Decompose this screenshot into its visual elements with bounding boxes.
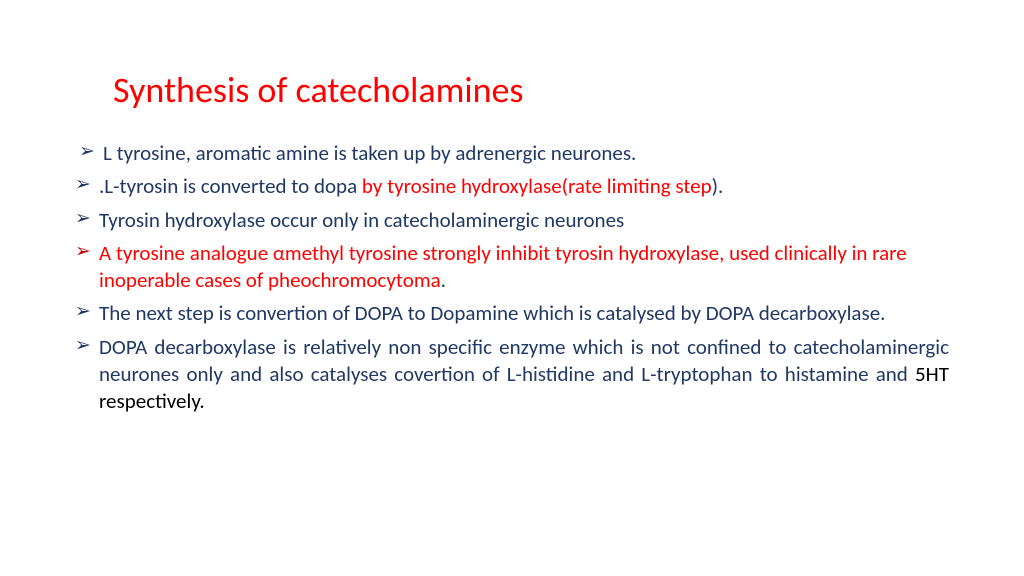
bullet-item: The next step is convertion of DOPA to D… bbox=[75, 300, 949, 327]
bullet-item: .L-tyrosin is converted to dopa by tyros… bbox=[75, 173, 949, 200]
text-run: . bbox=[441, 267, 446, 293]
text-run: .L-tyrosin is converted to dopa bbox=[99, 173, 362, 199]
text-run: by tyrosine hydroxylase(rate limiting st… bbox=[362, 173, 712, 199]
text-run: The next step is convertion of DOPA to D… bbox=[99, 300, 885, 326]
text-run: A tyrosine analogue αmethyl tyrosine str… bbox=[99, 240, 907, 293]
slide-title: Synthesis of catecholamines bbox=[75, 68, 949, 112]
text-run: ). bbox=[712, 173, 724, 199]
text-run: DOPA decarboxylase is relatively non spe… bbox=[99, 334, 949, 387]
text-run: Tyrosin hydroxylase occur only in catech… bbox=[99, 207, 624, 233]
bullet-item: DOPA decarboxylase is relatively non spe… bbox=[75, 334, 949, 416]
bullet-item: A tyrosine analogue αmethyl tyrosine str… bbox=[75, 240, 949, 295]
bullet-item: L tyrosine, aromatic amine is taken up b… bbox=[75, 140, 949, 167]
bullet-item: Tyrosin hydroxylase occur only in catech… bbox=[75, 207, 949, 234]
bullet-list: L tyrosine, aromatic amine is taken up b… bbox=[75, 140, 949, 416]
text-run: L tyrosine, aromatic amine is taken up b… bbox=[103, 140, 636, 166]
